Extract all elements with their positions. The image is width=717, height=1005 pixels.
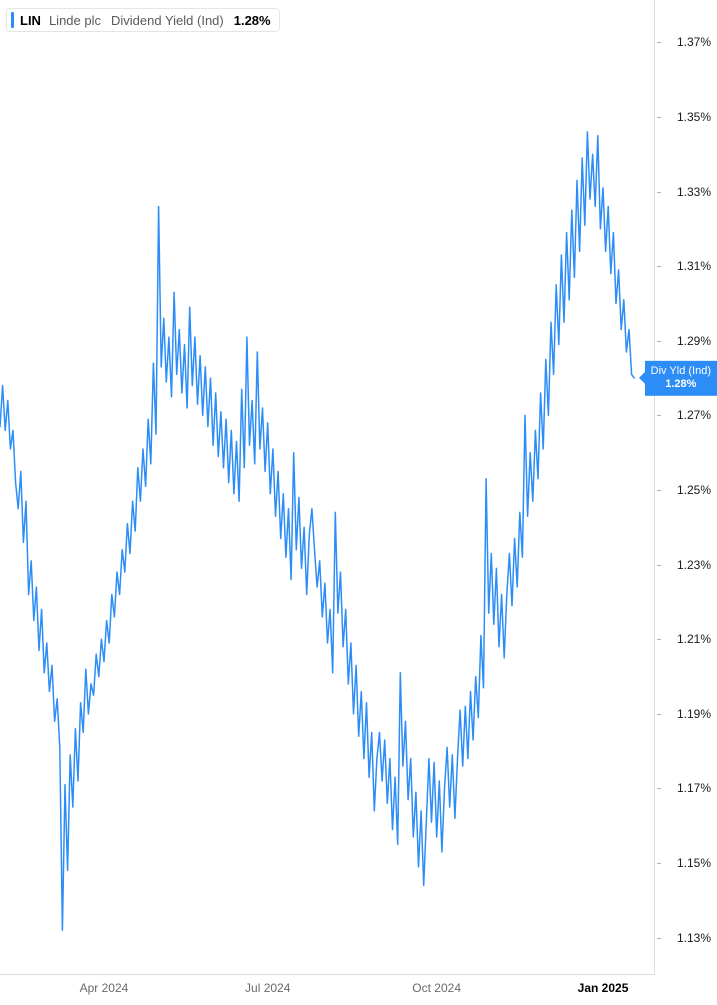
- y-tick-label: 1.23%: [677, 558, 711, 572]
- y-tick-label: 1.35%: [677, 110, 711, 124]
- y-axis: 1.13% 1.15% 1.17% 1.19% 1.21% 1.23% 1.25% 1.27%…: [655, 0, 717, 960]
- chart-area[interactable]: 1.13% 1.15% 1.17% 1.19% 1.21% 1.23% 1.25% 1.27%…: [0, 0, 717, 1005]
- x-tick-label: Apr 2024: [80, 981, 129, 995]
- y-tick-mark: [657, 341, 661, 342]
- y-tick-mark: [657, 788, 661, 789]
- y-tick-label: 1.17%: [677, 781, 711, 795]
- y-tick-mark: [657, 415, 661, 416]
- line-chart-svg: [0, 0, 717, 1005]
- x-tick-label: Oct 2024: [412, 981, 461, 995]
- badge-label: Div Yld (Ind): [651, 365, 711, 378]
- y-tick-label: 1.19%: [677, 707, 711, 721]
- y-tick-label: 1.15%: [677, 856, 711, 870]
- y-tick-mark: [657, 565, 661, 566]
- chart-root: LIN Linde plc Dividend Yield (Ind) 1.28%…: [0, 0, 717, 1005]
- y-tick-mark: [657, 192, 661, 193]
- x-tick-label: Jul 2024: [245, 981, 290, 995]
- y-tick-label: 1.31%: [677, 259, 711, 273]
- y-tick-mark: [657, 490, 661, 491]
- y-tick-mark: [657, 117, 661, 118]
- y-tick-label: 1.25%: [677, 483, 711, 497]
- y-tick-label: 1.33%: [677, 185, 711, 199]
- y-tick-mark: [657, 938, 661, 939]
- y-tick-mark: [657, 266, 661, 267]
- y-tick-label: 1.21%: [677, 632, 711, 646]
- badge-value: 1.28%: [651, 378, 711, 391]
- y-tick-mark: [657, 863, 661, 864]
- y-tick-mark: [657, 42, 661, 43]
- y-tick-label: 1.27%: [677, 408, 711, 422]
- y-tick-mark: [657, 639, 661, 640]
- y-tick-label: 1.37%: [677, 35, 711, 49]
- current-value-badge: Div Yld (Ind) 1.28%: [645, 361, 717, 395]
- y-tick-label: 1.13%: [677, 931, 711, 945]
- x-tick-label: Jan 2025: [578, 981, 629, 995]
- x-axis: Apr 2024 Jul 2024 Oct 2024 Jan 2025: [0, 975, 655, 1005]
- y-tick-mark: [657, 714, 661, 715]
- price-line: [0, 132, 634, 930]
- y-tick-label: 1.29%: [677, 334, 711, 348]
